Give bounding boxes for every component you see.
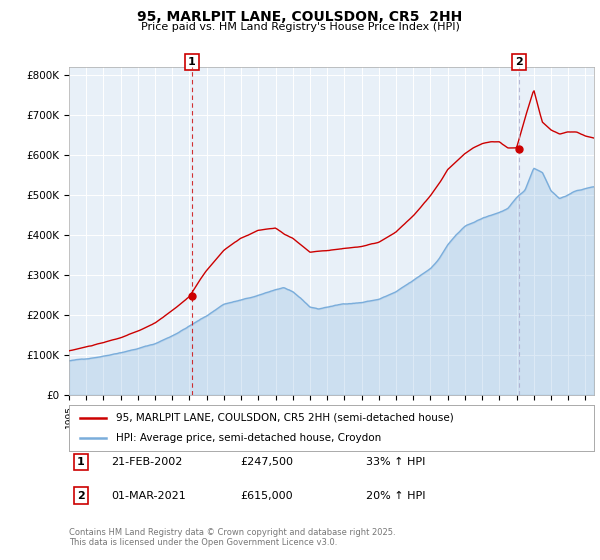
Text: 95, MARLPIT LANE, COULSDON, CR5  2HH: 95, MARLPIT LANE, COULSDON, CR5 2HH: [137, 10, 463, 24]
Text: £247,500: £247,500: [240, 457, 293, 467]
Text: Price paid vs. HM Land Registry's House Price Index (HPI): Price paid vs. HM Land Registry's House …: [140, 22, 460, 32]
Text: 21-FEB-2002: 21-FEB-2002: [111, 457, 182, 467]
Text: 01-MAR-2021: 01-MAR-2021: [111, 491, 186, 501]
Text: 20% ↑ HPI: 20% ↑ HPI: [366, 491, 425, 501]
Text: 1: 1: [77, 457, 85, 467]
Text: Contains HM Land Registry data © Crown copyright and database right 2025.
This d: Contains HM Land Registry data © Crown c…: [69, 528, 395, 548]
Text: 2: 2: [515, 57, 523, 67]
Text: 33% ↑ HPI: 33% ↑ HPI: [366, 457, 425, 467]
Text: 2: 2: [77, 491, 85, 501]
Text: 95, MARLPIT LANE, COULSDON, CR5 2HH (semi-detached house): 95, MARLPIT LANE, COULSDON, CR5 2HH (sem…: [116, 413, 454, 423]
Text: 1: 1: [188, 57, 196, 67]
Text: HPI: Average price, semi-detached house, Croydon: HPI: Average price, semi-detached house,…: [116, 433, 382, 444]
Text: £615,000: £615,000: [240, 491, 293, 501]
